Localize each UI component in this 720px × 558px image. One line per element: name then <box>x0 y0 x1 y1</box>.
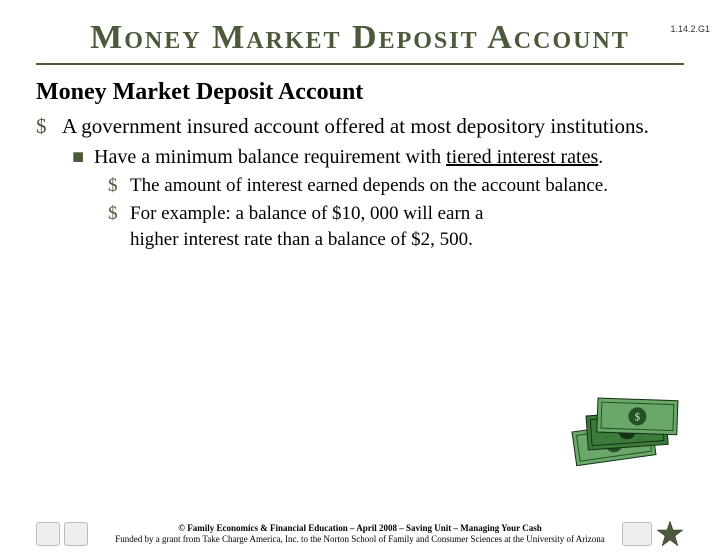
slide-code: 1.14.2.G1 <box>670 24 710 34</box>
content-body: $ A government insured account offered a… <box>36 112 684 252</box>
bullet-text: For example: a balance of $10, 000 will … <box>130 201 510 252</box>
dollar-bullet-icon: $ <box>108 201 130 252</box>
bullet-level3: $ For example: a balance of $10, 000 wil… <box>108 201 684 252</box>
page-title: Money Market Deposit Account <box>40 18 680 57</box>
sponsor-logo-icon <box>36 522 60 546</box>
subheading: Money Market Deposit Account <box>36 79 720 106</box>
text-prefix: Have a minimum balance requirement with <box>94 146 446 168</box>
underlined-term: tiered interest rates <box>446 146 598 168</box>
star-logo-icon <box>656 520 684 548</box>
square-bullet-icon: ■ <box>72 144 94 171</box>
footer-left-logos <box>36 522 100 546</box>
bullet-text: Have a minimum balance requirement with … <box>94 144 603 171</box>
bullet-level1: $ A government insured account offered a… <box>36 112 684 140</box>
bullet-text: The amount of interest earned depends on… <box>130 173 608 199</box>
money-clipart-icon: $ <box>564 382 684 472</box>
footer-right-logos <box>620 520 684 548</box>
title-underline <box>36 63 684 65</box>
dollar-bullet-icon: $ <box>36 112 62 140</box>
sponsor-logo-icon <box>64 522 88 546</box>
dollar-bullet-icon: $ <box>108 173 130 199</box>
bullet-text: A government insured account offered at … <box>62 112 649 140</box>
text-suffix: . <box>598 146 603 168</box>
university-logo-icon <box>622 522 652 546</box>
footer-text: © Family Economics & Financial Education… <box>110 523 610 546</box>
footer: © Family Economics & Financial Education… <box>0 520 720 548</box>
footer-line1: © Family Economics & Financial Education… <box>110 523 610 534</box>
svg-text:$: $ <box>634 411 640 423</box>
bullet-level3: $ The amount of interest earned depends … <box>108 173 684 199</box>
bullet-level2: ■ Have a minimum balance requirement wit… <box>72 144 684 171</box>
